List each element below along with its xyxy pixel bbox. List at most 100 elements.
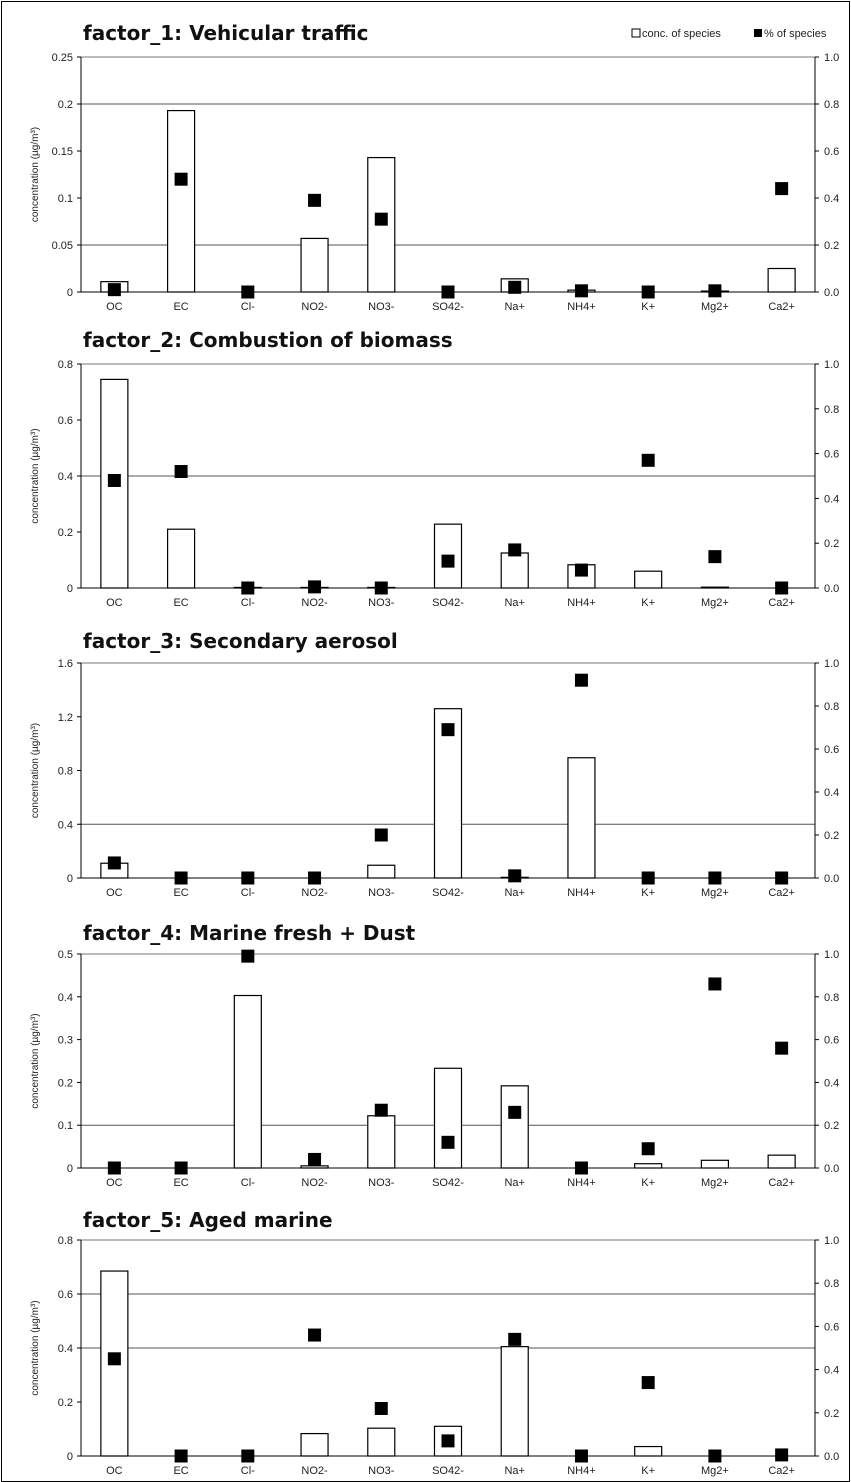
x-tick-label: Mg2+ [701,1177,729,1189]
x-tick-label: Ca2+ [768,1177,795,1189]
right-tick-label: 0.4 [824,493,839,505]
marker [107,856,121,870]
bar [767,1154,796,1169]
marker [441,1434,455,1448]
x-tick-label: Cl- [241,597,255,609]
marker [308,193,322,207]
marker-series [107,1328,789,1463]
right-tick-label: 0.2 [824,1408,839,1420]
marker [775,1041,789,1055]
chart-panel-4: factor_4: Marine fresh + Dust 0 0.1 0.2 0.3 0… [30,921,839,1189]
right-tick-label: 0.0 [824,287,839,299]
left-tick-label: 0.2 [58,1397,73,1409]
x-tick-label: SO42- [432,1177,464,1189]
marker [441,554,455,568]
left-tick-label: 0 [67,583,73,595]
x-tick-label: SO42- [432,1465,464,1477]
marker-series [107,673,789,885]
x-tick-label: EC [173,301,188,313]
marker [374,1103,388,1117]
y-axis-label: concentration (µg/m³) [30,127,41,222]
x-tick-label: NO3- [368,1177,395,1189]
x-tick-label: SO42- [432,597,464,609]
x-tick-label: Na+ [504,1465,525,1477]
left-tick-label: 0.1 [58,193,73,205]
y-axis-label: concentration (µg/m³) [30,723,41,818]
bar-series [100,109,796,293]
left-tick-label: 0.4 [58,992,73,1004]
legend-pct-label: % of species [764,28,827,40]
chart-panel-2: factor_2: Combustion of biomass 0 0.2 0.4 0.… [30,328,839,609]
right-tick-label: 0.8 [824,1278,839,1290]
marker [441,723,455,737]
right-tick-label: 1.0 [824,949,839,961]
marker [775,1448,789,1462]
marker [708,284,722,298]
x-tick-label: K+ [641,1177,655,1189]
bar [433,708,463,879]
left-tick-label: 0.05 [52,240,73,252]
marker-series [107,949,789,1175]
left-tick-label: 0.4 [58,819,73,831]
marker [508,1332,522,1346]
left-tick-label: 1.2 [58,712,73,724]
right-tick-label: 0.0 [824,583,839,595]
y-axis-label: concentration (µg/m³) [30,428,41,523]
x-tick-label: NH4+ [567,887,595,899]
x-tick-label: EC [173,887,188,899]
x-tick-label: K+ [641,887,655,899]
left-tick-label: 0.15 [52,146,73,158]
x-tick-label: OC [106,1177,123,1189]
bar [367,1427,396,1457]
right-tick-label: 0.4 [824,1077,839,1089]
marker [107,283,121,297]
bar [634,570,663,589]
x-tick-label: Mg2+ [701,1465,729,1477]
bar [500,552,529,589]
chart-title: factor_3: Secondary aerosol [83,629,398,653]
bar [367,1115,396,1169]
left-tick-label: 0 [67,287,73,299]
x-tick-label: NH4+ [567,1177,595,1189]
right-tick-label: 0.2 [824,1120,839,1132]
x-tick-label: OC [106,301,123,313]
bar-series [100,378,730,589]
left-tick-label: 0.6 [58,415,73,427]
x-tick-label: Cl- [241,887,255,899]
x-tick-label: K+ [641,597,655,609]
marker-series [107,172,789,299]
legend-pct-swatch [754,29,762,37]
left-tick-label: 0.5 [58,949,73,961]
right-tick-label: 1.0 [824,52,839,64]
marker [174,172,188,186]
x-tick-label: SO42- [432,301,464,313]
right-tick-label: 0.0 [824,1451,839,1463]
right-tick-label: 1.0 [824,1235,839,1247]
marker [508,1105,522,1119]
marker [441,1135,455,1149]
x-tick-label: NO3- [368,301,395,313]
left-tick-label: 0.6 [58,1289,73,1301]
left-tick-label: 0 [67,1451,73,1463]
right-tick-label: 1.0 [824,359,839,371]
marker [374,212,388,226]
marker [308,580,322,594]
y-axis-label: concentration (µg/m³) [30,1013,41,1108]
marker [107,1352,121,1366]
legend: conc. of species % of species [631,28,827,40]
right-tick-label: 0.6 [824,449,839,461]
bar [233,994,262,1169]
chart-title: factor_4: Marine fresh + Dust [83,921,416,945]
marker [641,1142,655,1156]
left-tick-label: 0.8 [58,766,73,778]
bar [634,1445,663,1457]
bar [500,1346,529,1457]
bar [634,1163,663,1169]
x-tick-label: Na+ [504,1177,525,1189]
marker [574,673,588,687]
marker [508,869,522,883]
x-tick-label: SO42- [432,887,464,899]
bar [166,109,196,293]
x-tick-label: Mg2+ [701,887,729,899]
marker [174,465,188,479]
